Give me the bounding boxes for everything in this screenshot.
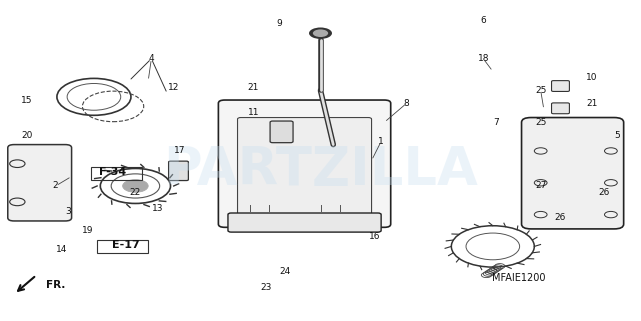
Text: 4: 4 (149, 54, 154, 63)
FancyBboxPatch shape (238, 117, 372, 216)
Bar (97, 240, 148, 253)
Text: 11: 11 (247, 108, 259, 117)
Text: 3: 3 (65, 207, 71, 216)
Text: 6: 6 (480, 16, 486, 25)
Text: 5: 5 (614, 131, 620, 140)
Circle shape (309, 28, 332, 39)
Text: 21: 21 (586, 99, 597, 108)
Text: E-17: E-17 (112, 240, 140, 250)
FancyBboxPatch shape (169, 161, 188, 180)
Text: 14: 14 (56, 245, 68, 254)
Circle shape (313, 30, 328, 37)
Bar (91, 167, 142, 179)
Text: 13: 13 (152, 204, 163, 213)
Text: 24: 24 (279, 267, 291, 276)
Text: MFAIE1200: MFAIE1200 (492, 273, 545, 283)
Text: 18: 18 (478, 54, 489, 63)
Text: 16: 16 (369, 232, 381, 241)
Text: 23: 23 (260, 283, 272, 292)
Text: 12: 12 (168, 83, 179, 92)
Circle shape (122, 179, 148, 192)
Text: 22: 22 (129, 188, 141, 197)
Text: 19: 19 (82, 226, 94, 235)
Text: 27: 27 (535, 181, 546, 190)
Text: 1: 1 (378, 137, 384, 146)
Text: 25: 25 (535, 86, 546, 95)
Text: 26: 26 (599, 188, 610, 197)
Text: 7: 7 (493, 118, 499, 127)
Text: 25: 25 (535, 118, 546, 127)
Text: 8: 8 (404, 99, 410, 108)
FancyBboxPatch shape (228, 213, 381, 232)
Text: 2: 2 (53, 181, 58, 190)
FancyBboxPatch shape (551, 81, 569, 91)
Text: 15: 15 (21, 96, 33, 105)
Text: 20: 20 (21, 131, 33, 140)
Text: 10: 10 (586, 73, 597, 82)
Text: F-34: F-34 (99, 167, 127, 177)
FancyBboxPatch shape (522, 117, 624, 229)
Text: PARTZILLA: PARTZILLA (163, 144, 478, 196)
Text: 26: 26 (554, 213, 565, 222)
Text: 21: 21 (248, 83, 259, 92)
Text: 17: 17 (174, 146, 186, 155)
Text: FR.: FR. (46, 280, 65, 290)
FancyBboxPatch shape (551, 103, 569, 114)
Text: 9: 9 (276, 19, 282, 28)
FancyBboxPatch shape (8, 144, 72, 221)
FancyBboxPatch shape (219, 100, 391, 227)
FancyBboxPatch shape (270, 121, 293, 143)
